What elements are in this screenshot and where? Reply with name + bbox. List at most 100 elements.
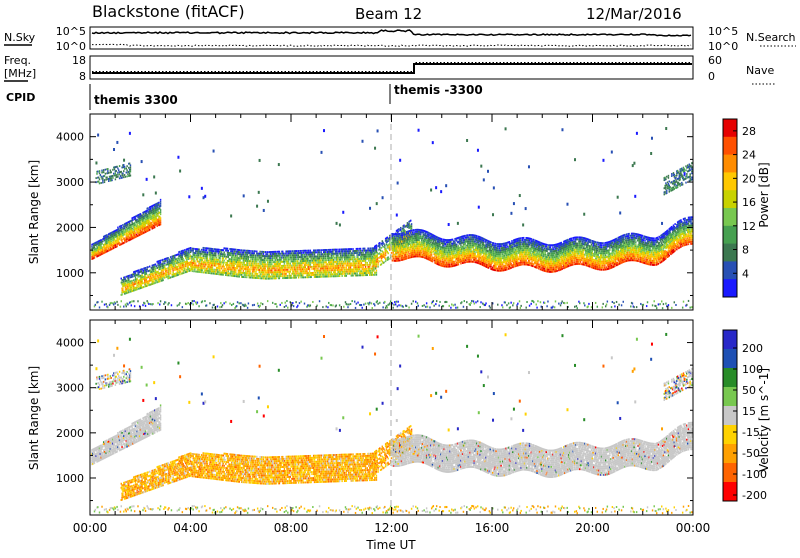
power-cell — [394, 243, 396, 246]
power-cell — [206, 255, 209, 258]
power-cell — [129, 276, 132, 279]
power-cell — [325, 271, 327, 274]
power-cell — [364, 247, 366, 250]
power-cell — [335, 248, 337, 251]
power-cell — [148, 302, 150, 305]
power-cell — [362, 255, 364, 258]
power-cell — [245, 251, 247, 254]
power-cell — [288, 258, 291, 261]
power-cell — [374, 249, 377, 252]
power-cell — [409, 236, 411, 239]
power-cell — [242, 265, 245, 268]
power-cell — [121, 234, 123, 237]
power-cell — [207, 269, 209, 272]
power-cell — [196, 258, 199, 261]
power-cell — [235, 252, 237, 255]
power-cell — [171, 261, 174, 264]
power-cell — [112, 302, 114, 305]
power-cell — [421, 241, 424, 244]
power-cell — [180, 256, 183, 259]
power-cell — [187, 252, 189, 254]
power-cell — [365, 268, 368, 270]
freq-unit: [MHz] — [4, 67, 36, 80]
power-cell — [219, 252, 221, 255]
power-cell — [401, 250, 404, 253]
power-cell — [370, 271, 373, 274]
power-cell — [122, 232, 124, 235]
power-cell — [403, 224, 405, 227]
power-cell — [410, 229, 412, 232]
freq-label: Freq. — [4, 54, 31, 67]
power-cell — [404, 254, 406, 256]
power-cell — [264, 269, 266, 272]
power-cell — [379, 301, 381, 304]
power-cell — [424, 242, 426, 245]
power-cell — [212, 303, 215, 306]
power-cell — [322, 255, 324, 258]
power-cell — [430, 253, 433, 256]
power-cell — [341, 256, 343, 259]
power-cell — [192, 266, 194, 269]
power-cell — [254, 250, 256, 253]
power-cell — [136, 284, 138, 287]
power-cell — [157, 262, 159, 265]
power-cell — [205, 304, 207, 307]
power-cell — [310, 274, 312, 276]
power-cell — [233, 264, 235, 267]
power-cell — [398, 304, 400, 307]
power-cell — [348, 262, 351, 265]
power-cell — [265, 259, 267, 262]
power-cell — [151, 272, 153, 275]
power-cell — [169, 276, 171, 279]
power-cell — [94, 252, 97, 255]
power-cell — [319, 255, 322, 258]
power-cell — [133, 287, 136, 290]
power-cell — [430, 235, 432, 237]
power-cell — [113, 242, 116, 245]
power-cell — [353, 270, 356, 273]
power-cell — [209, 247, 211, 250]
power-cell — [396, 235, 399, 238]
power-cell — [120, 176, 122, 179]
power-cell — [195, 250, 197, 253]
power-cell — [333, 271, 335, 274]
power-cell — [274, 277, 276, 280]
power-cell — [125, 240, 127, 243]
power-cell — [323, 249, 326, 252]
power-cell — [128, 239, 131, 241]
power-cell — [148, 277, 151, 280]
power-cell — [97, 250, 100, 253]
power-cell — [392, 239, 394, 242]
power-cell — [196, 266, 199, 269]
power-cell — [112, 247, 114, 250]
power-cell — [106, 236, 108, 239]
power-cell — [418, 249, 420, 252]
power-cell — [99, 245, 102, 248]
power-cell — [251, 274, 253, 277]
power-cell — [200, 259, 203, 261]
power-cell — [269, 263, 271, 266]
power-cell — [397, 300, 399, 303]
power-cell — [229, 268, 231, 271]
power-cell — [274, 269, 276, 272]
power-speck — [95, 161, 98, 165]
power-cell — [141, 276, 143, 279]
power-cell — [107, 239, 109, 242]
power-cell — [361, 255, 363, 258]
power-cell — [368, 259, 370, 262]
power-cell — [395, 300, 398, 303]
power-cell — [178, 259, 180, 262]
power-cell — [332, 252, 334, 255]
power-cell — [95, 253, 97, 256]
power-cell — [130, 219, 133, 222]
power-cell — [400, 236, 403, 239]
power-cell — [437, 238, 440, 241]
power-cell — [343, 262, 346, 265]
power-cell — [244, 255, 246, 258]
power-cell — [262, 267, 265, 270]
power-cell — [434, 251, 436, 254]
power-cell — [323, 275, 326, 278]
power-cell — [354, 252, 357, 254]
power-cell — [121, 279, 123, 282]
power-cell — [328, 271, 331, 274]
